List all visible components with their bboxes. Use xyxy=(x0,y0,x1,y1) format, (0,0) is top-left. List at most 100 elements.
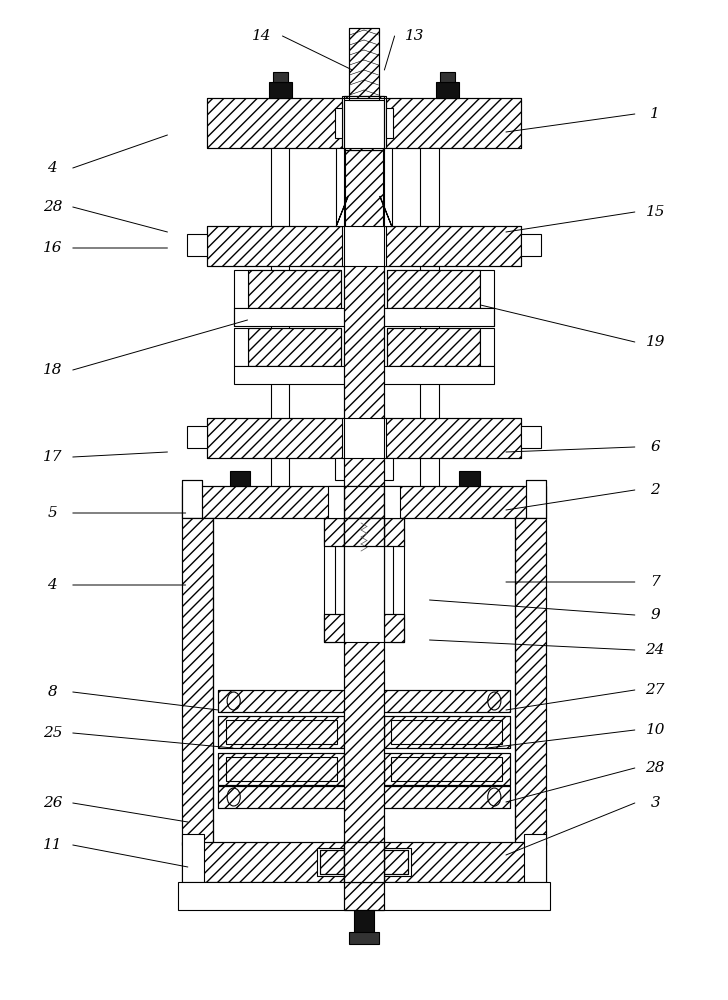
Bar xyxy=(344,842,384,882)
Bar xyxy=(387,328,480,366)
Bar xyxy=(391,720,502,744)
Bar xyxy=(384,753,510,785)
Bar xyxy=(182,480,202,518)
Bar xyxy=(182,842,546,882)
Bar xyxy=(344,842,384,882)
Bar xyxy=(344,486,384,518)
Bar xyxy=(344,518,384,546)
Bar xyxy=(230,471,250,486)
Text: 4: 4 xyxy=(47,161,58,175)
Bar xyxy=(182,518,213,845)
Text: 1: 1 xyxy=(650,107,660,121)
Text: 16: 16 xyxy=(43,241,62,255)
Bar xyxy=(515,518,546,845)
Text: 25: 25 xyxy=(43,726,62,740)
Bar xyxy=(218,786,510,808)
Text: 6: 6 xyxy=(650,440,660,454)
Bar xyxy=(421,148,438,507)
Bar xyxy=(521,234,541,256)
Text: 3: 3 xyxy=(650,796,660,810)
Bar xyxy=(187,234,207,256)
Bar xyxy=(349,932,379,944)
Text: 18: 18 xyxy=(43,363,62,377)
Bar xyxy=(226,757,336,781)
Bar xyxy=(335,108,342,138)
Bar xyxy=(436,82,459,98)
Bar xyxy=(218,753,344,785)
Bar xyxy=(440,72,455,82)
Text: 5: 5 xyxy=(47,506,58,520)
Bar xyxy=(207,98,521,148)
Text: 28: 28 xyxy=(43,200,62,214)
Bar xyxy=(182,480,202,518)
Text: 11: 11 xyxy=(43,838,62,852)
Bar xyxy=(344,96,384,150)
Bar xyxy=(218,753,344,785)
Bar xyxy=(344,100,384,910)
Bar xyxy=(344,486,384,518)
Bar xyxy=(324,518,404,546)
Bar xyxy=(218,786,510,808)
Bar xyxy=(393,518,404,642)
Bar xyxy=(207,418,521,458)
Bar xyxy=(342,418,386,458)
Bar xyxy=(320,850,408,874)
Bar xyxy=(354,910,374,934)
Bar xyxy=(248,328,341,366)
Bar xyxy=(218,690,510,712)
Bar xyxy=(234,270,248,308)
Bar xyxy=(234,308,494,326)
Bar xyxy=(342,98,386,148)
Bar xyxy=(344,96,384,150)
Bar xyxy=(218,716,344,748)
Bar xyxy=(526,480,546,518)
Bar xyxy=(342,96,386,150)
Bar xyxy=(324,518,404,546)
Bar xyxy=(178,882,550,910)
Bar xyxy=(387,270,480,308)
Bar xyxy=(387,328,480,366)
Bar xyxy=(234,328,248,366)
Bar xyxy=(317,848,411,876)
Bar xyxy=(384,753,510,785)
Bar xyxy=(349,28,379,100)
Bar xyxy=(182,842,546,882)
Bar xyxy=(182,486,546,518)
Text: 9: 9 xyxy=(650,608,660,622)
Bar xyxy=(336,148,345,226)
Bar xyxy=(344,100,384,910)
Bar xyxy=(391,757,502,781)
Bar xyxy=(526,480,546,518)
Bar xyxy=(335,458,393,480)
Bar xyxy=(207,226,521,266)
Text: 17: 17 xyxy=(43,450,62,464)
Bar xyxy=(480,328,494,366)
Text: 10: 10 xyxy=(646,723,665,737)
Bar xyxy=(384,716,510,748)
Text: 19: 19 xyxy=(646,335,665,349)
Bar xyxy=(383,148,392,226)
Bar xyxy=(515,518,546,845)
Text: 4: 4 xyxy=(47,578,58,592)
Bar xyxy=(384,716,510,748)
Bar xyxy=(386,108,393,138)
Bar xyxy=(248,270,341,308)
Bar xyxy=(320,850,408,874)
Bar xyxy=(182,518,213,845)
Text: 13: 13 xyxy=(405,29,424,43)
Text: 28: 28 xyxy=(646,761,665,775)
Bar xyxy=(387,270,480,308)
Bar xyxy=(459,471,480,486)
Bar xyxy=(248,328,341,366)
Text: 15: 15 xyxy=(646,205,665,219)
Polygon shape xyxy=(380,196,392,226)
Bar xyxy=(218,716,344,748)
Bar xyxy=(234,366,494,384)
Bar xyxy=(324,614,404,642)
Text: 27: 27 xyxy=(646,683,665,697)
Text: 7: 7 xyxy=(650,575,660,589)
Bar xyxy=(384,486,400,518)
Bar xyxy=(521,426,541,448)
Bar xyxy=(207,98,521,148)
Bar xyxy=(480,270,494,308)
